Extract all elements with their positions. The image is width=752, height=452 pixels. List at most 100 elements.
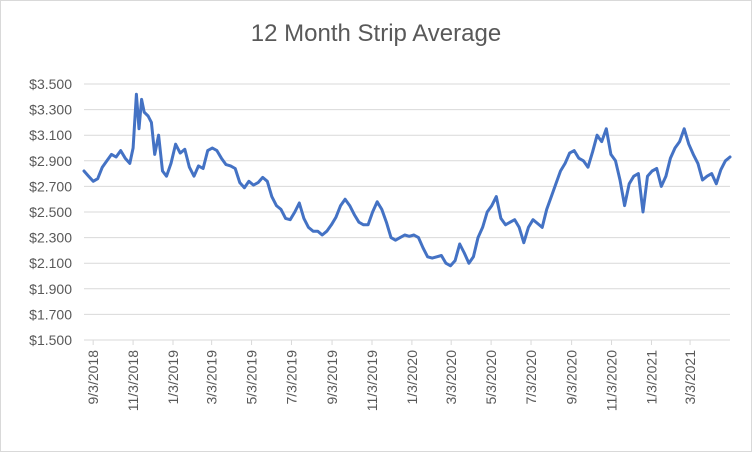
data-point [87,175,90,178]
data-point [618,178,622,182]
data-point [252,183,255,187]
data-point [150,121,153,124]
data-point [591,150,594,153]
x-tick-label: 5/3/2020 [483,350,499,405]
data-point [128,162,131,165]
data-point [554,182,558,185]
series-layer [82,92,732,268]
data-point [673,146,677,150]
data-point [256,181,260,184]
data-point [568,151,571,155]
data-point [188,166,191,169]
data-point [417,236,420,239]
y-tick-label: $2.100 [29,255,72,271]
x-tick-label: 9/3/2019 [324,350,340,405]
data-point [719,168,722,171]
y-tick-label: $1.500 [29,332,72,348]
data-point [153,153,156,156]
x-tick-label: 1/3/2021 [643,350,659,405]
data-point [715,182,718,185]
y-tick-label: $2.500 [29,204,72,220]
data-point [261,176,264,179]
data-point [586,166,590,169]
data-point [632,175,635,178]
data-point [696,162,700,165]
data-point [96,177,99,180]
data-point [353,213,356,216]
data-point [101,166,104,169]
data-point [293,210,296,214]
x-tick-label: 7/3/2019 [283,350,299,405]
data-point [463,251,466,255]
data-point [595,134,599,137]
data-point [536,222,539,225]
x-tick-label: 3/3/2021 [682,350,698,405]
data-point [270,195,273,198]
data-point [541,226,544,229]
data-point [664,175,668,178]
data-point [623,204,626,207]
data-point [728,155,732,159]
data-point [201,167,205,170]
data-point [224,163,228,166]
data-point [545,208,548,211]
data-point [234,167,237,170]
y-tick-label: $2.900 [29,153,72,169]
y-tick-label: $1.700 [29,306,72,322]
data-point [343,198,347,201]
data-point [412,233,416,237]
data-point [573,149,576,152]
data-point [481,226,484,229]
data-point [220,157,223,160]
data-point [334,215,338,219]
data-point [238,181,241,184]
y-tick-label: $2.700 [29,178,72,194]
data-point [641,210,645,214]
data-point [266,180,269,183]
data-point [486,210,489,214]
data-point [92,180,95,183]
x-tick-label: 3/3/2020 [443,350,459,405]
data-point [183,148,186,151]
data-point [458,242,461,246]
gridlines [84,83,730,341]
data-point [646,175,649,178]
data-point [531,218,535,221]
data-point [440,254,443,257]
data-point [518,226,521,229]
data-point [307,226,310,229]
data-point [339,204,342,207]
data-point [600,140,603,143]
data-point [325,230,328,233]
data-point [527,226,530,229]
data-point [655,167,658,170]
data-point [563,162,567,165]
data-point [82,169,86,173]
data-point [467,262,471,265]
data-point [289,218,292,221]
data-point [389,236,393,239]
data-point [408,235,411,238]
data-point [311,230,315,233]
data-point [403,233,406,237]
data-point [105,159,109,162]
data-point [140,98,143,101]
data-point [110,153,113,156]
data-point [279,208,283,211]
data-point [119,149,122,152]
data-point [614,159,617,162]
data-point [321,233,324,237]
x-tick-label: 5/3/2019 [244,350,260,405]
data-point [385,221,388,224]
x-axis-tick-labels: 9/3/2018 11/3/2018 1/3/2019 3/3/2019 5/3/201… [85,340,698,411]
data-point [724,159,727,162]
data-point [687,143,690,146]
data-point [211,146,214,150]
data-point [161,169,164,173]
data-point [316,230,319,233]
data-point [114,155,118,159]
data-point [513,218,516,221]
data-point [380,208,383,211]
data-point [609,153,613,156]
x-tick-label: 9/3/2018 [85,350,101,405]
